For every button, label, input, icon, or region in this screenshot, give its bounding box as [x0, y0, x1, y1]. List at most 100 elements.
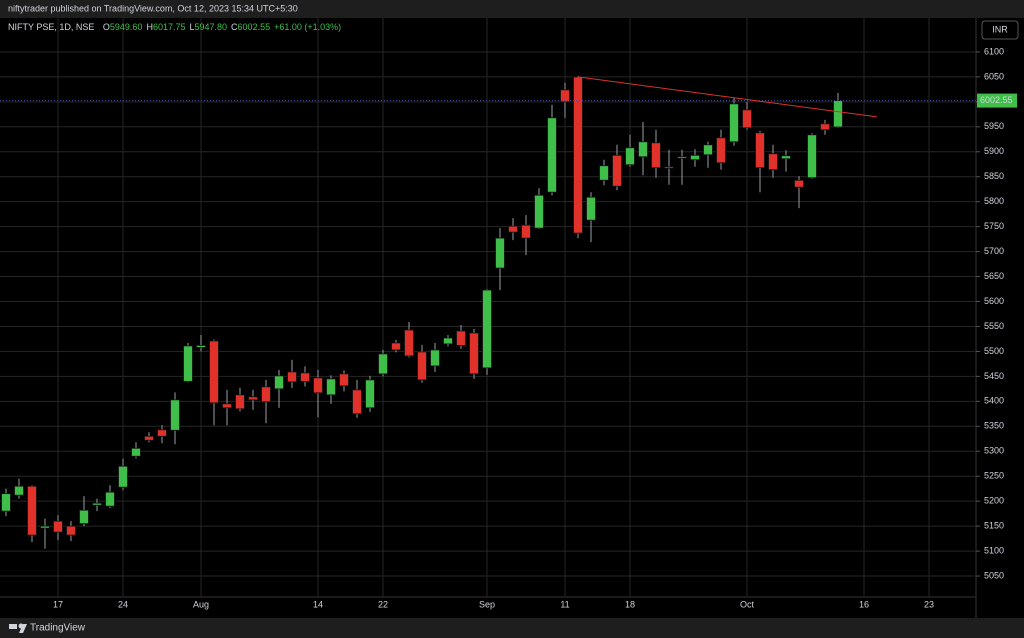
y-tick-label: 5650: [984, 271, 1004, 281]
y-tick-label: 5950: [984, 121, 1004, 131]
candle-body: [222, 403, 232, 409]
candle-body: [482, 289, 492, 369]
y-tick-label: 5400: [984, 396, 1004, 406]
candle-body: [456, 330, 466, 346]
last-price-box: [977, 93, 1017, 108]
y-tick-label: 5700: [984, 246, 1004, 256]
x-tick-label: 24: [118, 599, 128, 609]
candle-body: [105, 491, 115, 507]
x-tick-label: Sep: [479, 599, 495, 609]
candle-body: [690, 154, 700, 161]
candle-body: [547, 117, 557, 193]
candle-body: [625, 147, 635, 166]
candle-body: [807, 134, 817, 179]
ohlc-value: 6017.75: [153, 22, 186, 32]
candle-body: [560, 89, 570, 103]
y-tick-label: 5600: [984, 296, 1004, 306]
x-tick-label: Oct: [740, 599, 755, 609]
candle-body: [53, 520, 63, 533]
y-tick-label: 5100: [984, 545, 1004, 555]
candle-body: [27, 485, 37, 536]
candle-body: [92, 502, 102, 506]
x-tick-label: 17: [53, 599, 63, 609]
currency[interactable]: INR: [992, 24, 1008, 34]
candle-body: [144, 435, 154, 441]
y-tick-label: 5850: [984, 171, 1004, 181]
candle-body: [209, 340, 219, 404]
y-tick-label: 5450: [984, 371, 1004, 381]
y-tick-label: 5200: [984, 496, 1004, 506]
candle-body: [313, 377, 323, 394]
candle-body: [573, 76, 583, 234]
x-tick-label: 14: [313, 599, 323, 609]
ohlc-key: H: [146, 22, 153, 32]
candle-body: [183, 345, 193, 382]
candle-body: [118, 465, 128, 488]
ohlc-value: 5949.60: [110, 22, 143, 32]
candle-body: [729, 103, 739, 143]
candle-body: [742, 109, 752, 129]
change: +61.00 (+1.03%): [274, 22, 341, 32]
candle-body: [417, 351, 427, 381]
candle-body: [443, 337, 453, 345]
candle-body: [703, 144, 713, 156]
top-bar: [0, 0, 1024, 18]
y-tick-label: 6100: [984, 46, 1004, 56]
candle-body: [352, 389, 362, 415]
candle-body: [131, 447, 141, 457]
candle-body: [157, 429, 167, 437]
ohlc-key: O: [103, 22, 110, 32]
candle-body: [391, 342, 401, 351]
candle-body: [339, 373, 349, 387]
candle-body: [586, 196, 596, 221]
candle-body: [14, 485, 24, 496]
last-price-label: 6002.55: [980, 95, 1013, 105]
ohlc-key: C: [231, 22, 238, 32]
candle-body: [781, 155, 791, 160]
brand: TradingView: [30, 623, 86, 634]
currency-box[interactable]: [981, 20, 1019, 40]
x-tick-label: 16: [859, 599, 869, 609]
x-tick-label: 18: [625, 599, 635, 609]
y-tick-label: 5550: [984, 321, 1004, 331]
candle-body: [326, 378, 336, 396]
candle-body: [612, 154, 622, 187]
candle-body: [599, 165, 609, 181]
candle-body: [40, 525, 50, 529]
candle-body: [495, 237, 505, 269]
candle-body: [300, 372, 310, 382]
tradingview-logo: [9, 623, 27, 633]
candle-body: [248, 396, 258, 401]
candle-body: [469, 332, 479, 375]
y-tick-label: 5900: [984, 146, 1004, 156]
candle-body: [196, 345, 206, 348]
candle-body: [651, 142, 661, 169]
candle-body: [664, 166, 674, 169]
x-tick-label: 23: [924, 599, 934, 609]
candle-body: [430, 349, 440, 367]
x-tick-label: 11: [560, 599, 569, 609]
x-tick-label: Aug: [193, 599, 209, 609]
candle-body: [235, 394, 245, 410]
bottom-bar: [0, 618, 1024, 638]
candle-body: [677, 156, 687, 159]
candle-body: [1, 493, 11, 512]
symbol: NIFTY PSE, 1D, NSE: [8, 22, 94, 32]
candle-body: [404, 329, 414, 357]
candle-body: [794, 179, 804, 188]
y-tick-label: 5250: [984, 471, 1004, 481]
candle-body: [170, 399, 180, 431]
y-tick-label: 5800: [984, 196, 1004, 206]
ohlc-value: 5947.80: [195, 22, 228, 32]
candle-body: [287, 371, 297, 383]
ohlc-key: L: [189, 22, 194, 32]
y-tick-label: 5050: [984, 570, 1004, 580]
y-tick-label: 5300: [984, 446, 1004, 456]
candle-body: [521, 224, 531, 239]
plot: [0, 75, 976, 549]
y-tick-label: 5500: [984, 346, 1004, 356]
candle-body: [716, 137, 726, 164]
candle-body: [833, 100, 843, 128]
